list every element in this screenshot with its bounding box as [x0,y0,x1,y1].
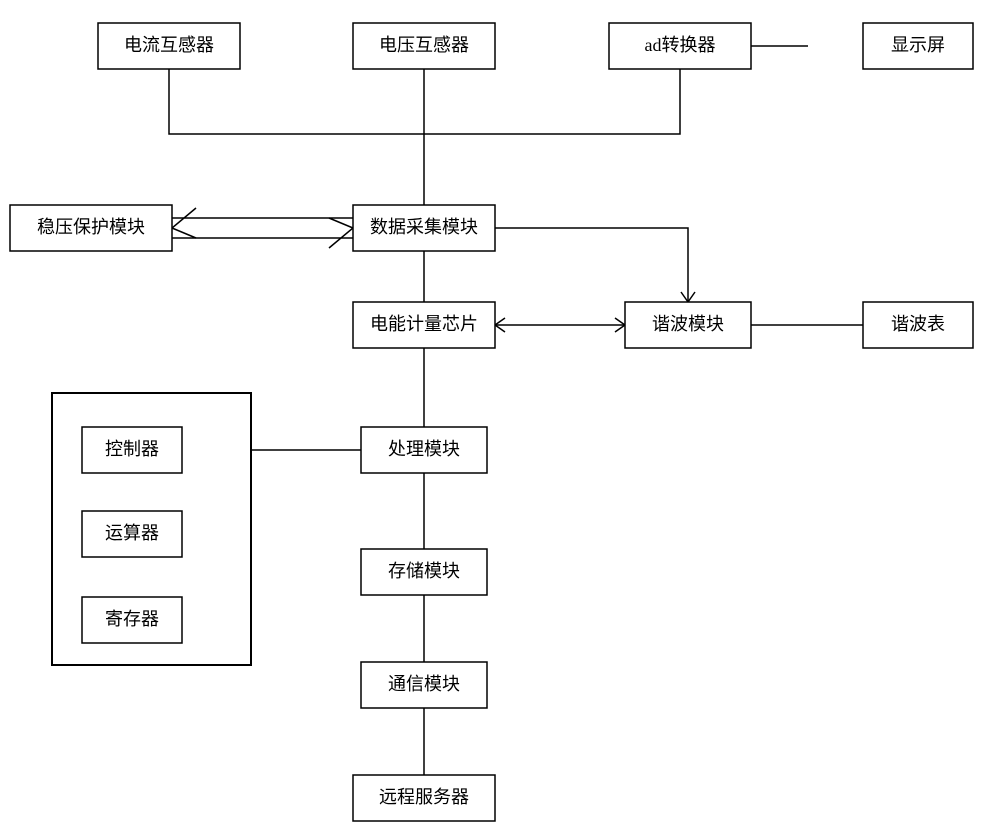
node-server: 远程服务器 [353,775,495,821]
node-label: 控制器 [105,439,159,459]
node-vt: 电压互感器 [353,23,495,69]
node-label: 电能计量芯片 [370,314,478,334]
node-harm: 谐波模块 [625,302,751,348]
node-reg: 寄存器 [82,597,182,643]
node-comm: 通信模块 [361,662,487,708]
node-label: 寄存器 [105,609,159,629]
node-ad: ad转换器 [609,23,751,69]
node-label: 稳压保护模块 [37,217,145,237]
node-label: 电压互感器 [379,35,469,55]
node-label: ad转换器 [645,35,716,55]
node-daq: 数据采集模块 [353,205,495,251]
node-label: 谐波模块 [652,314,724,334]
node-label: 显示屏 [891,35,945,55]
node-label: 谐波表 [891,314,945,334]
node-label: 运算器 [105,523,159,543]
edge [495,228,688,302]
node-ctrl: 控制器 [82,427,182,473]
node-label: 存储模块 [388,561,460,581]
node-label: 处理模块 [388,439,460,459]
edges-layer [169,46,863,775]
node-vreg: 稳压保护模块 [10,205,172,251]
node-store: 存储模块 [361,549,487,595]
node-disp: 显示屏 [863,23,973,69]
node-harmtbl: 谐波表 [863,302,973,348]
node-ct: 电流互感器 [98,23,240,69]
node-label: 电流互感器 [124,35,214,55]
node-label: 远程服务器 [379,787,469,807]
node-alu: 运算器 [82,511,182,557]
node-label: 通信模块 [388,674,460,694]
node-proc: 处理模块 [361,427,487,473]
node-label: 数据采集模块 [370,217,478,237]
node-meter: 电能计量芯片 [353,302,495,348]
nodes-layer: 电流互感器 电压互感器 ad转换器 显示屏稳压保护模块 数据采集模块电能计量芯片 谐波模块… [10,23,973,821]
